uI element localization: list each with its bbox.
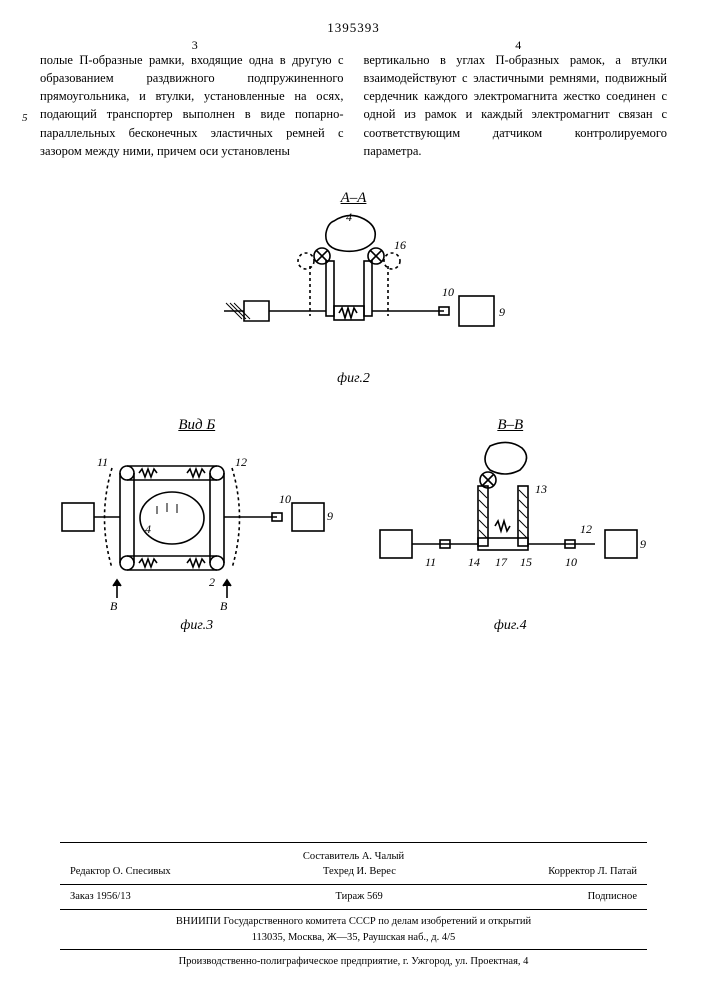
document-number: 1395393 xyxy=(40,20,667,36)
line-marker: 5 xyxy=(22,111,28,127)
fig3: Вид Б xyxy=(57,417,337,634)
fig4-label-13: 13 xyxy=(535,482,547,496)
patent-page: 1395393 3 5 полые П-образные рамки, вход… xyxy=(0,0,707,1000)
fig4-label-14: 14 xyxy=(468,555,480,569)
footer-order: Заказ 1956/13 xyxy=(70,889,131,905)
fig4-caption: фиг.4 xyxy=(370,618,650,634)
fig2-label-9: 9 xyxy=(499,305,505,319)
text-columns: 3 5 полые П-образные рамки, входящие одн… xyxy=(40,51,667,160)
col-num-left: 3 xyxy=(192,37,198,54)
fig3-label-v2: В xyxy=(220,599,228,613)
fig3-label-v1: В xyxy=(110,599,118,613)
footer-corrector: Корректор Л. Патай xyxy=(548,864,637,880)
fig3-section: Вид Б xyxy=(57,417,337,434)
footer-tech: Техред И. Верес xyxy=(323,864,396,880)
fig2-label-4: 4 xyxy=(346,211,352,224)
fig3-svg: 11 12 10 9 4 2 В В xyxy=(57,438,337,618)
fig4-label-15: 15 xyxy=(520,555,532,569)
footer-compiler: Составитель А. Чалый xyxy=(60,849,647,865)
fig3-caption: фиг.3 xyxy=(57,618,337,634)
footer-address: 113035, Москва, Ж—35, Раушская наб., д. … xyxy=(60,930,647,946)
fig2: А–А xyxy=(194,190,514,387)
fig3-label-11: 11 xyxy=(97,455,108,469)
footer-subscription: Подписное xyxy=(588,889,637,905)
fig4-label-17: 17 xyxy=(495,555,508,569)
left-text: полые П-образные рамки, входящие одна в … xyxy=(40,53,344,158)
fig34-row: Вид Б xyxy=(40,417,667,634)
footer: Составитель А. Чалый Редактор О. Спесивы… xyxy=(60,842,647,971)
fig4: В–В xyxy=(370,417,650,634)
fig4-section: В–В xyxy=(370,417,650,434)
fig3-label-10: 10 xyxy=(279,492,291,506)
footer-row2: Заказ 1956/13 Тираж 569 Подписное xyxy=(60,889,647,905)
footer-tirazh: Тираж 569 xyxy=(335,889,382,905)
fig4-label-11: 11 xyxy=(425,555,436,569)
fig3-label-2: 2 xyxy=(209,575,215,589)
fig4-svg: 13 12 9 10 11 14 15 17 xyxy=(370,438,650,618)
figures-area: А–А xyxy=(40,190,667,634)
col-num-right: 4 xyxy=(515,37,521,54)
footer-org: ВНИИПИ Государственного комитета СССР по… xyxy=(60,914,647,930)
fig4-label-9: 9 xyxy=(640,537,646,551)
fig3-label-9: 9 xyxy=(327,509,333,523)
fig4-label-10: 10 xyxy=(565,555,577,569)
footer-row1: Редактор О. Спесивых Техред И. Верес Кор… xyxy=(60,864,647,880)
fig3-label-12: 12 xyxy=(235,455,247,469)
fig2-row: А–А xyxy=(40,190,667,387)
fig2-svg: 4 16 10 9 xyxy=(194,211,514,371)
fig2-caption: фиг.2 xyxy=(194,371,514,387)
right-text: вертикально в углах П-образных рамок, а … xyxy=(364,53,668,158)
footer-printer: Производственно-полиграфическое предприя… xyxy=(60,954,647,970)
fig2-label-10: 10 xyxy=(442,285,454,299)
right-column: 4 вертикально в углах П-образных рамок, … xyxy=(364,51,668,160)
fig4-label-12: 12 xyxy=(580,522,592,536)
footer-editor: Редактор О. Спесивых xyxy=(70,864,171,880)
left-column: 3 5 полые П-образные рамки, входящие одн… xyxy=(40,51,344,160)
fig2-label-16: 16 xyxy=(394,238,406,252)
fig3-label-4: 4 xyxy=(145,522,151,536)
fig2-section: А–А xyxy=(194,190,514,207)
